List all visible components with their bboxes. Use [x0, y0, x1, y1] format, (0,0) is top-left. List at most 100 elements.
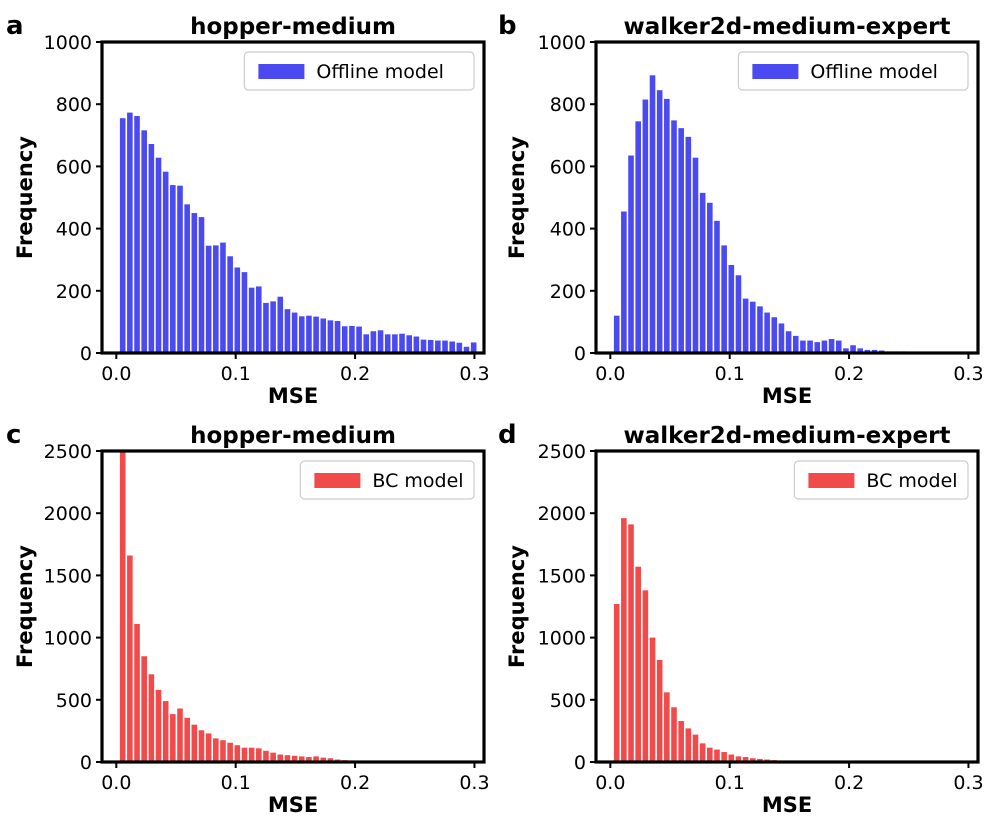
histogram-bar — [850, 345, 856, 353]
y-tick-label: 1000 — [44, 32, 92, 54]
histogram-bar — [298, 756, 305, 762]
x-axis-label: MSE — [268, 793, 318, 817]
legend-label: Offline model — [810, 61, 938, 83]
histogram-bar — [248, 747, 255, 762]
histogram-bar — [263, 302, 269, 353]
x-tick-label: 0.1 — [221, 363, 251, 385]
legend-swatch — [258, 64, 305, 79]
histogram-bar — [642, 590, 649, 762]
histogram-bar — [742, 298, 749, 353]
x-tick-label: 0.2 — [834, 772, 864, 794]
histogram-bar — [449, 341, 455, 353]
histogram-bar — [191, 724, 198, 762]
histogram-bar — [692, 734, 699, 762]
histogram-bar — [442, 340, 448, 353]
histogram-bar — [721, 245, 727, 353]
plot-frame — [100, 40, 486, 355]
y-tick-label: 0 — [574, 343, 586, 365]
histogram-bar — [213, 738, 219, 762]
histogram-bar — [392, 334, 398, 353]
x-tick-label: 0.0 — [595, 363, 625, 385]
legend: Offline model — [243, 51, 475, 91]
x-axis-label: MSE — [762, 793, 812, 817]
panel-label: d — [498, 420, 517, 450]
histogram-bar — [699, 743, 706, 762]
histogram-bar — [370, 331, 377, 353]
histogram-bar — [349, 325, 355, 353]
x-tick-label: 0.1 — [221, 772, 251, 794]
histogram-bar — [749, 301, 756, 353]
histogram-bar — [728, 754, 735, 762]
x-tick-label: 0.3 — [953, 772, 983, 794]
y-tick-label: 0 — [80, 752, 92, 774]
histogram-bar — [843, 348, 849, 353]
panel-label: c — [6, 420, 21, 450]
y-tick-label: 400 — [550, 219, 586, 241]
histogram-bar — [764, 312, 770, 353]
legend-swatch — [808, 473, 855, 488]
chart-panel-b: b walker2d-medium-expert 0.0 0.1 0.2 0.3 0 200 4… — [498, 11, 984, 408]
histogram-bar — [227, 742, 233, 762]
histogram-bar — [635, 566, 641, 762]
histogram-bar — [807, 340, 813, 353]
histogram-bar — [671, 707, 677, 762]
histogram-bar — [291, 312, 298, 353]
histogram-bar — [664, 98, 670, 353]
histogram-bar — [155, 157, 162, 353]
histogram-bar — [356, 326, 362, 353]
histogram-bar — [170, 714, 176, 762]
x-tick-label: 0.2 — [834, 363, 864, 385]
histogram-bar — [213, 245, 219, 353]
histogram-bar — [735, 275, 742, 353]
histogram-bar — [205, 733, 212, 762]
y-tick-label: 200 — [550, 281, 586, 303]
histogram-bar — [270, 752, 276, 762]
y-tick-label: 1500 — [44, 565, 92, 587]
legend-box — [793, 460, 969, 500]
histogram-bar — [413, 336, 420, 353]
histogram-bar — [463, 346, 470, 353]
histogram-bar — [141, 130, 147, 353]
histogram-bar — [227, 256, 233, 353]
histogram-bar — [656, 90, 663, 353]
y-tick-label: 1000 — [44, 628, 92, 650]
histogram-bar — [327, 758, 334, 762]
histogram-bar — [628, 524, 634, 762]
x-tick-label: 0.0 — [101, 772, 131, 794]
histogram-bar — [621, 518, 627, 762]
histogram-bar — [642, 99, 649, 353]
x-tick-label: 0.2 — [340, 363, 370, 385]
histogram-bar — [742, 757, 749, 762]
histogram-bar — [635, 121, 641, 353]
histogram-bar — [613, 315, 620, 353]
histogram-bar — [184, 717, 190, 762]
histogram-bar — [785, 331, 792, 353]
y-tick-label: 600 — [56, 156, 92, 178]
histogram-bar — [119, 118, 126, 353]
histogram-bar — [177, 708, 183, 762]
histogram-bar — [191, 213, 198, 353]
histogram-bar — [334, 320, 341, 353]
y-tick-label: 1000 — [538, 32, 586, 54]
panel-label: a — [6, 11, 24, 41]
histogram-bar — [778, 323, 785, 353]
y-tick-label: 2000 — [44, 503, 92, 525]
histogram-bar — [177, 185, 183, 353]
histogram-bar — [277, 296, 284, 353]
histogram-bar — [119, 451, 126, 762]
histogram-bar — [828, 339, 835, 353]
chart-title: walker2d-medium-expert — [624, 423, 951, 449]
histogram-bar — [306, 757, 312, 762]
histogram-bar — [656, 659, 663, 762]
histogram-bar — [291, 755, 298, 762]
histogram-bar — [721, 752, 727, 762]
histogram-bar — [399, 333, 405, 353]
x-axis-label: MSE — [762, 384, 812, 408]
histogram-bar — [621, 211, 627, 353]
y-tick-label: 0 — [80, 343, 92, 365]
histogram-bar — [306, 315, 312, 353]
histogram-bar — [406, 335, 412, 353]
histogram-bar — [735, 756, 742, 762]
histogram-bar — [835, 340, 842, 353]
